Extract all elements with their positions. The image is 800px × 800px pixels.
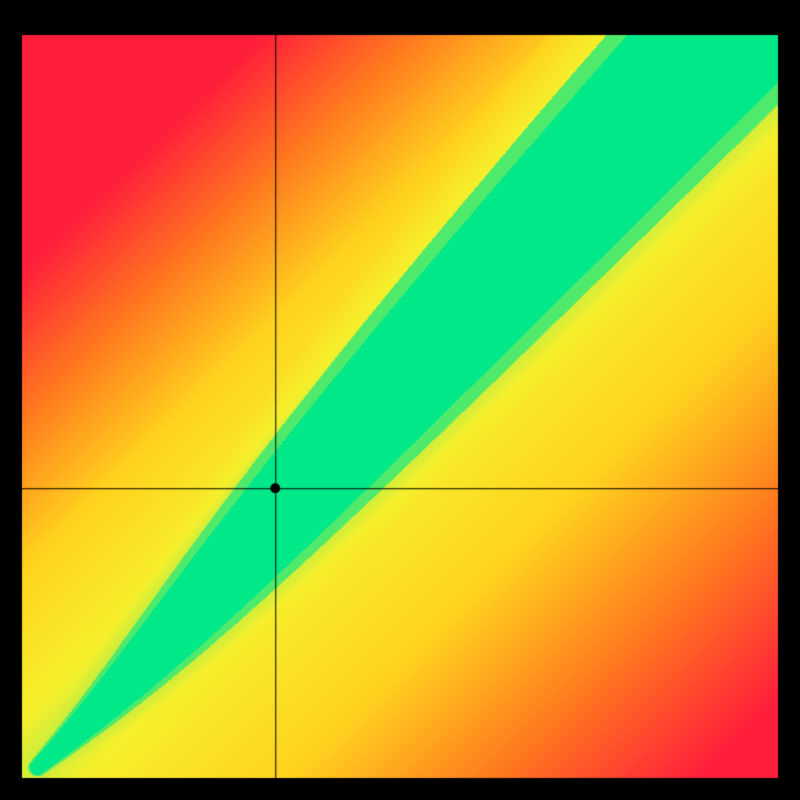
bottleneck-heatmap [0, 0, 800, 800]
